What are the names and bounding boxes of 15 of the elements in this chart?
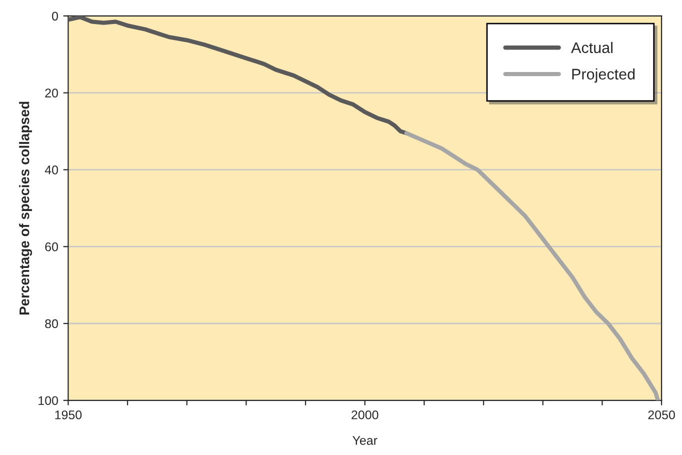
x-axis-title: Year <box>352 436 378 445</box>
y-tick-label: 0 <box>52 12 58 21</box>
y-tick-label: 80 <box>45 319 58 328</box>
y-tick-label: 20 <box>45 88 58 98</box>
y-axis-title: Percentage of species collapsed <box>19 102 32 315</box>
y-tick-label: 60 <box>45 242 58 252</box>
line-series <box>68 16 408 136</box>
x-tick-label: 2050 <box>648 410 675 420</box>
x-tick-label: 2000 <box>352 410 378 420</box>
y-tick-label: 40 <box>44 166 58 174</box>
line-series <box>404 131 660 400</box>
legend-label: Actual <box>571 42 612 54</box>
y-tick-label: 100 <box>38 396 58 406</box>
x-tick-label: 1950 <box>55 410 82 420</box>
legend-label: Projected <box>572 68 635 83</box>
